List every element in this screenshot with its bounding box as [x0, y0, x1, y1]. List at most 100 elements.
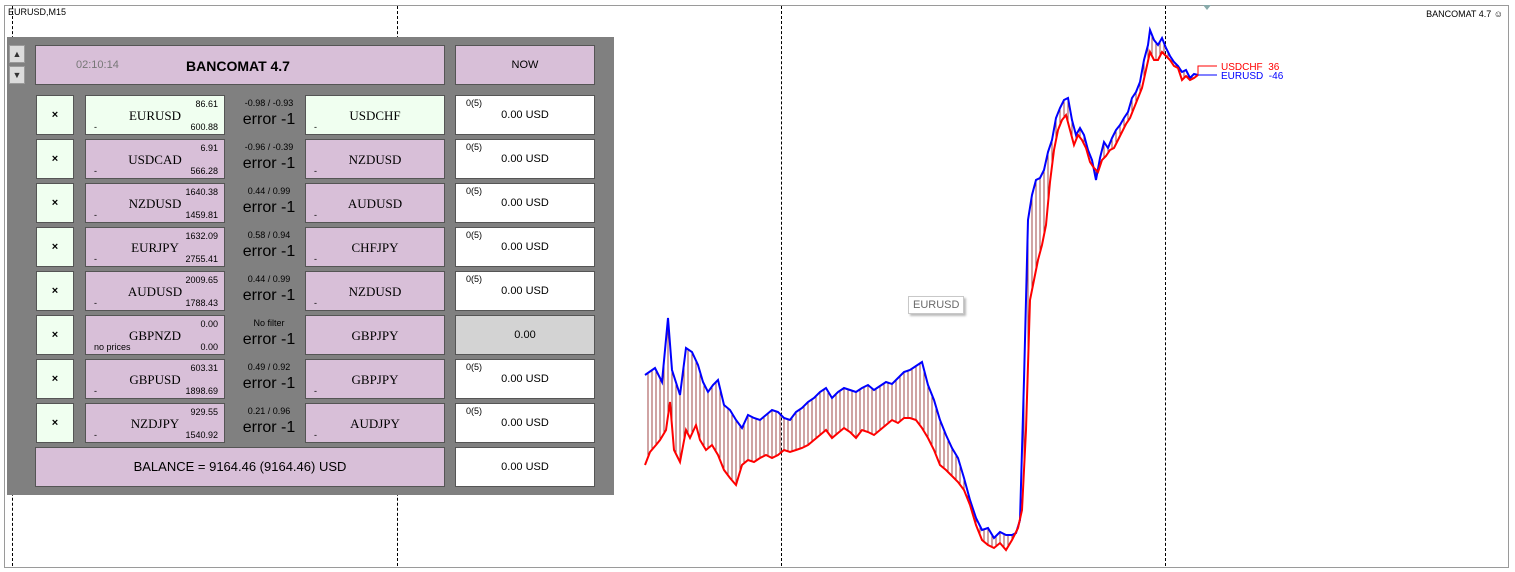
pair-profit: 0.00	[514, 329, 536, 341]
pair-b-note: -	[314, 122, 317, 132]
pair-a-note: -	[94, 386, 97, 396]
pair-a-name: NZDJPY	[130, 416, 180, 431]
pair-row: × 1640.38 NZDUSD - 1459.81 0.44 / 0.99 error -…	[7, 183, 614, 223]
close-pair-button[interactable]: ×	[36, 315, 74, 355]
pair-b-button[interactable]: GBPJPY -	[305, 359, 445, 399]
panel-header[interactable]: 02:10:14 BANCOMAT 4.7	[35, 45, 445, 85]
pair-row: × 1632.09 EURJPY - 2755.41 0.58 / 0.94 error -…	[7, 227, 614, 267]
pair-a-button[interactable]: 6.91 USDCAD - 566.28	[85, 139, 225, 179]
pair-a-button[interactable]: 603.31 GBPUSD - 1898.69	[85, 359, 225, 399]
pair-b-name: AUDJPY	[350, 416, 400, 431]
error-status: error -1	[242, 243, 296, 260]
scroll-marker-icon	[1203, 5, 1211, 10]
pair-profit: 0.00 USD	[501, 373, 549, 385]
pair-result: 0(5) 0.00 USD	[455, 183, 595, 223]
pair-a-top-value: 86.61	[195, 99, 218, 109]
pair-a-bottom-value: 1540.92	[185, 430, 218, 440]
pair-b-button[interactable]: AUDJPY -	[305, 403, 445, 443]
pair-a-bottom-value: 1788.43	[185, 298, 218, 308]
pair-a-note: -	[94, 430, 97, 440]
now-button[interactable]: NOW	[455, 45, 595, 85]
bancomat-panel: ▲ ▼ 02:10:14 BANCOMAT 4.7 NOW × 86.61 EURU…	[7, 37, 614, 495]
pair-a-name: GBPNZD	[128, 328, 181, 343]
period-separator	[1165, 6, 1166, 566]
pair-a-button[interactable]: 86.61 EURUSD - 600.88	[85, 95, 225, 135]
pair-a-note: -	[94, 298, 97, 308]
arrow-down-icon[interactable]: ▼	[9, 66, 25, 84]
pair-b-note: -	[314, 210, 317, 220]
pair-result: 0(5) 0.00 USD	[455, 359, 595, 399]
balance-result: 0.00 USD	[455, 447, 595, 487]
arrow-up-icon[interactable]: ▲	[9, 45, 25, 63]
period-separator	[781, 6, 782, 566]
correlation-range: No filter	[253, 318, 285, 328]
error-status: error -1	[242, 199, 296, 216]
pair-a-name: AUDUSD	[127, 284, 183, 299]
pair-a-bottom-value: 0.00	[200, 342, 218, 352]
pair-a-button[interactable]: 2009.65 AUDUSD - 1788.43	[85, 271, 225, 311]
pair-result: 0(5) 0.00 USD	[455, 95, 595, 135]
pair-b-button[interactable]: NZDUSD -	[305, 139, 445, 179]
pair-a-button[interactable]: 929.55 NZDJPY - 1540.92	[85, 403, 225, 443]
balance-display: BALANCE = 9164.46 (9164.46) USD	[35, 447, 445, 487]
pair-a-button[interactable]: 1640.38 NZDUSD - 1459.81	[85, 183, 225, 223]
correlation-range: -0.98 / -0.93	[244, 98, 294, 108]
close-icon: ×	[51, 329, 59, 341]
pair-a-note: no prices	[94, 342, 131, 352]
pair-b-button[interactable]: USDCHF -	[305, 95, 445, 135]
close-pair-button[interactable]: ×	[36, 95, 74, 135]
error-status: error -1	[242, 419, 296, 436]
trade-count: 0(5)	[466, 406, 483, 416]
usdchf-line	[644, 49, 1199, 552]
close-icon: ×	[51, 153, 59, 165]
pair-b-button[interactable]: NZDUSD -	[305, 271, 445, 311]
pair-a-note: -	[94, 210, 97, 220]
error-status: error -1	[242, 287, 296, 304]
pair-a-top-value: 0.00	[200, 319, 218, 329]
error-status: error -1	[242, 155, 296, 172]
close-pair-button[interactable]: ×	[36, 183, 74, 223]
correlation-info: -0.96 / -0.39 error -1	[225, 139, 313, 179]
pair-profit: 0.00 USD	[501, 417, 549, 429]
close-pair-button[interactable]: ×	[36, 139, 74, 179]
pair-b-button[interactable]: CHFJPY -	[305, 227, 445, 267]
correlation-range: 0.21 / 0.96	[247, 406, 291, 416]
close-icon: ×	[51, 285, 59, 297]
pair-a-top-value: 929.55	[190, 407, 218, 417]
pair-a-bottom-value: 566.28	[190, 166, 218, 176]
close-pair-button[interactable]: ×	[36, 227, 74, 267]
pair-a-button[interactable]: 0.00 GBPNZD no prices 0.00	[85, 315, 225, 355]
chart-tooltip: EURUSD	[908, 296, 965, 314]
close-icon: ×	[51, 109, 59, 121]
close-pair-button[interactable]: ×	[36, 271, 74, 311]
pair-b-name: CHFJPY	[351, 240, 399, 255]
pair-a-name: GBPUSD	[129, 372, 181, 387]
pair-profit: 0.00 USD	[501, 285, 549, 297]
pair-b-name: NZDUSD	[348, 152, 402, 167]
spread-bars	[647, 35, 1193, 548]
pair-result: 0(5) 0.00 USD	[455, 271, 595, 311]
close-icon: ×	[51, 241, 59, 253]
correlation-info: No filter error -1	[225, 315, 313, 355]
close-pair-button[interactable]: ×	[36, 403, 74, 443]
expert-advisor-label: BANCOMAT 4.7 ☺	[1426, 9, 1503, 19]
pair-b-note: -	[314, 166, 317, 176]
pair-b-name: GBPJPY	[351, 328, 399, 343]
correlation-range: 0.44 / 0.99	[247, 274, 291, 284]
pair-b-name: AUDUSD	[347, 196, 403, 211]
pair-b-button[interactable]: GBPJPY	[305, 315, 445, 355]
pair-result: 0(5) 0.00 USD	[455, 139, 595, 179]
error-status: error -1	[242, 375, 296, 392]
correlation-range: -0.96 / -0.39	[244, 142, 294, 152]
pair-row: × 929.55 NZDJPY - 1540.92 0.21 / 0.96 error -1…	[7, 403, 614, 443]
pair-a-button[interactable]: 1632.09 EURJPY - 2755.41	[85, 227, 225, 267]
close-pair-button[interactable]: ×	[36, 359, 74, 399]
eurusd-line	[644, 26, 1199, 540]
pair-a-name: NZDUSD	[128, 196, 182, 211]
pair-b-name: USDCHF	[349, 108, 401, 123]
correlation-range: 0.44 / 0.99	[247, 186, 291, 196]
close-icon: ×	[51, 417, 59, 429]
pair-b-button[interactable]: AUDUSD -	[305, 183, 445, 223]
correlation-info: 0.21 / 0.96 error -1	[225, 403, 313, 443]
